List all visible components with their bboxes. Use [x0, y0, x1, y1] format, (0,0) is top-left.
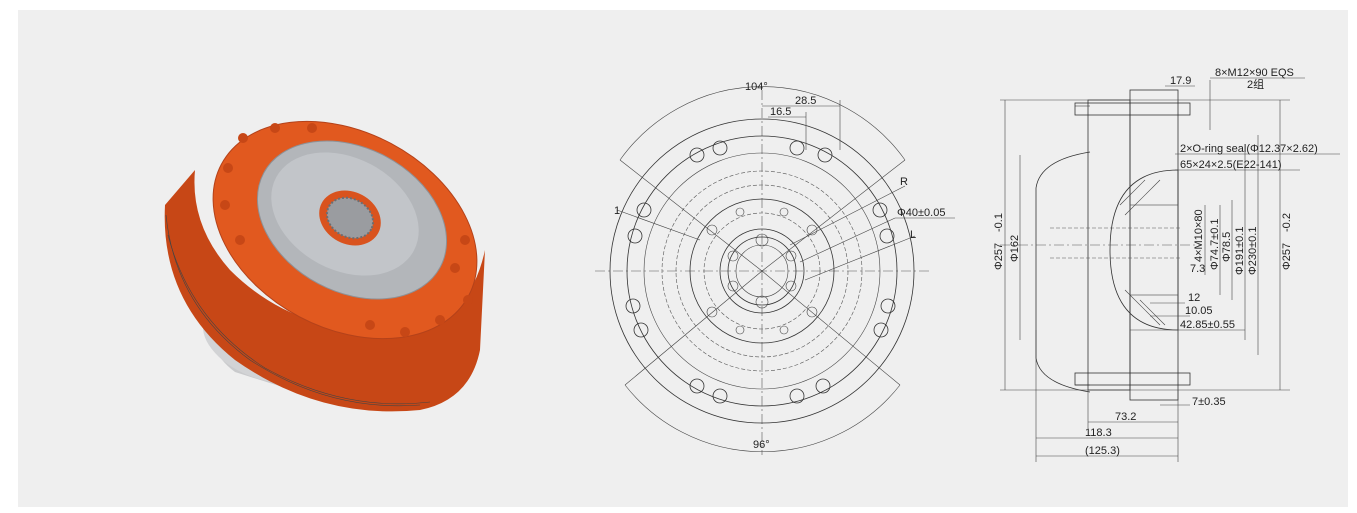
phi74-7: Φ74.7±0.1: [1209, 218, 1221, 270]
label-l: L: [910, 229, 916, 241]
dim-7-3: 7.3: [1190, 263, 1205, 275]
bolt-spec: 8×M12×90 EQS: [1215, 67, 1294, 79]
phi257-right-tol: -0.2: [1281, 213, 1293, 232]
phi257-right: Φ257: [1281, 243, 1293, 270]
dim-28-5: 28.5: [795, 95, 816, 107]
oring-spec: 2×O-ring seal(Φ12.37×2.62): [1180, 143, 1318, 155]
dim-10-05: 10.05: [1185, 305, 1213, 317]
phi78-5: Φ78.5: [1221, 232, 1233, 262]
angle-top: 104°: [745, 81, 768, 93]
dim-17-9: 17.9: [1170, 75, 1191, 87]
thread-4xm10: 4×M10×80: [1193, 209, 1205, 262]
phi191: Φ191±0.1: [1234, 227, 1246, 275]
dim-125-3: (125.3): [1085, 445, 1120, 457]
label-r: R: [900, 176, 908, 188]
phi257-left: Φ257: [993, 243, 1005, 270]
seal-spec: 65×24×2.5(E22-141): [1180, 159, 1282, 171]
dim-73-2: 73.2: [1115, 411, 1136, 423]
phi230: Φ230±0.1: [1247, 227, 1259, 275]
dim-118-3: 118.3: [1085, 427, 1112, 439]
side-view: 8×M12×90 EQS 2组 17.9 2×O-ring seal(Φ12.3…: [993, 67, 1340, 462]
dim-42-85: 42.85±0.55: [1180, 319, 1235, 331]
angle-bottom: 96°: [753, 439, 770, 451]
phi40-label: Φ40±0.05: [897, 207, 945, 219]
bolt-group: 2组: [1247, 77, 1264, 91]
front-view: 104° 96° 28.5 16.5 R 1 L Φ40±0.05: [595, 81, 955, 455]
phi162: Φ162: [1009, 235, 1021, 262]
dim-12: 12: [1188, 292, 1200, 304]
label-1: 1: [614, 205, 620, 217]
phi257-left-tol: -0.1: [993, 213, 1005, 232]
dim-7-035: 7±0.35: [1192, 396, 1226, 408]
hydraulic-motor-render: [164, 120, 485, 412]
dim-16-5: 16.5: [770, 106, 791, 118]
